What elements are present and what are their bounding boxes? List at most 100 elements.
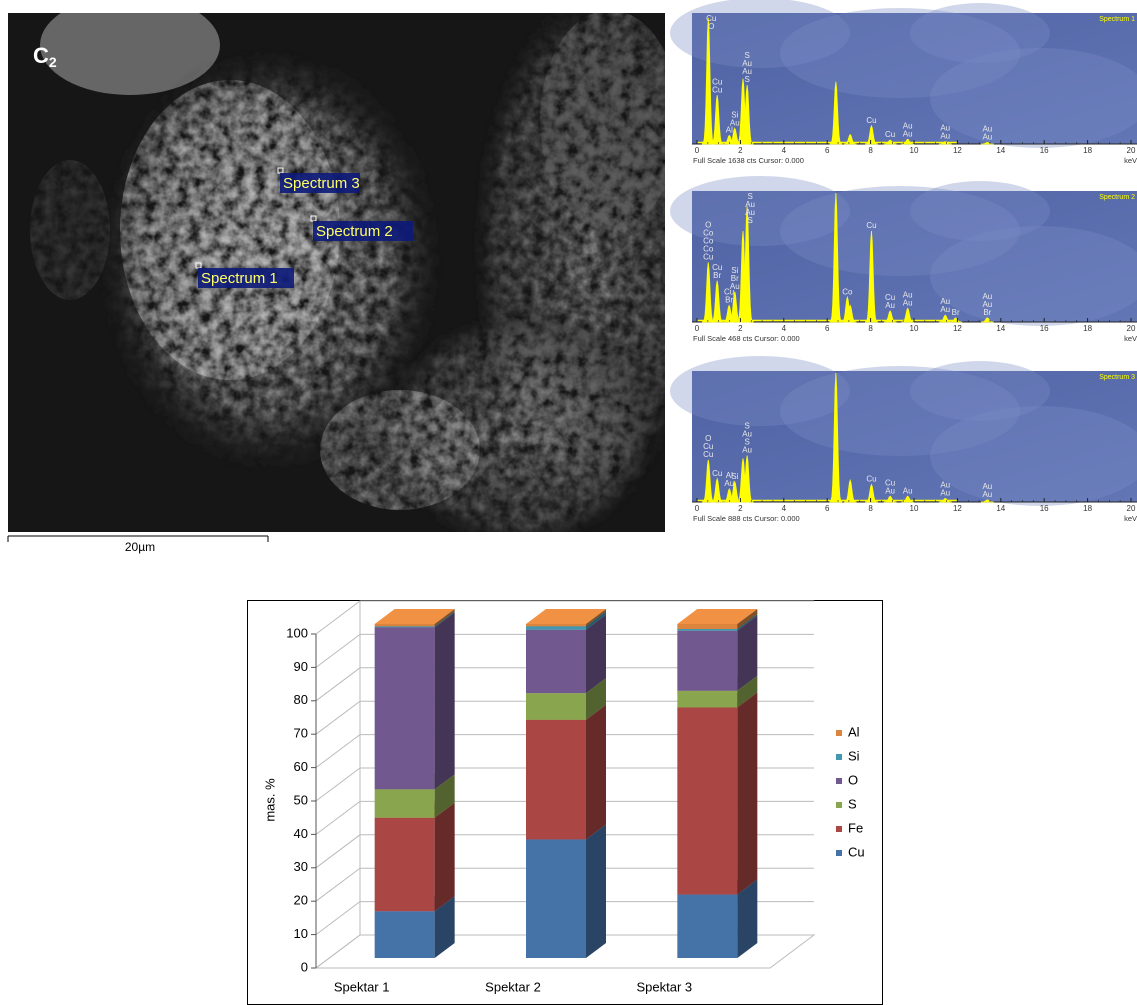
spectrum-peak xyxy=(829,192,843,323)
spectrum-peak xyxy=(829,372,843,503)
peak-label: Cu xyxy=(866,116,876,125)
peak-label: Br xyxy=(983,308,991,317)
peak-label: Au xyxy=(982,482,992,491)
peak-label: Cu xyxy=(712,263,722,272)
legend-swatch xyxy=(836,730,842,736)
bar-side xyxy=(737,675,758,708)
spectrum-tick-label: 20 xyxy=(1127,324,1136,333)
peak-label: Au xyxy=(730,118,740,127)
bar-front xyxy=(374,624,435,627)
spectrum-tick-label: 18 xyxy=(1083,146,1092,155)
legend-label: S xyxy=(848,796,857,811)
spectrum-tick-label: 14 xyxy=(996,146,1005,155)
peak-label: Cu xyxy=(885,293,895,302)
bar-side xyxy=(434,609,455,627)
spectrum-tick-label: 0 xyxy=(695,146,700,155)
bar-side xyxy=(737,614,758,631)
spectrum-tick-label: 6 xyxy=(825,146,830,155)
spectrum-tick-label: 10 xyxy=(910,146,919,155)
peak-label: Co xyxy=(842,287,853,296)
spectrum-peak xyxy=(740,455,754,503)
spectrum-texture xyxy=(780,8,1020,98)
bar-front xyxy=(374,789,435,818)
peak-label: Cu xyxy=(885,478,895,487)
spectrum-markers: Spectrum 3 Spectrum 2 Spectrum 1 xyxy=(195,167,413,288)
peak-label: Au xyxy=(940,132,950,141)
peak-label: Al xyxy=(726,471,733,480)
panel-label: C2 xyxy=(33,43,57,70)
spectrum-texture xyxy=(670,176,850,246)
grid-line xyxy=(315,600,814,635)
y-axis-label: mas. % xyxy=(262,778,277,822)
peak-label: S xyxy=(747,216,752,225)
peak-label: Au xyxy=(742,59,752,68)
spectrum-texture xyxy=(910,361,1050,421)
panel-label-sub: 2 xyxy=(49,54,57,70)
peak-label: Cu xyxy=(703,450,713,459)
bar-side xyxy=(434,611,455,628)
panel-label-main: C xyxy=(33,43,49,68)
spectrum-tick-label: 4 xyxy=(782,504,787,513)
spectrum-footer: Full Scale 468 cts Cursor: 0.000 xyxy=(693,334,800,343)
peak-label: Si xyxy=(731,110,738,119)
peak-label: Co xyxy=(703,237,714,246)
peak-label: Au xyxy=(742,67,752,76)
bar-side xyxy=(434,774,455,818)
grid-line xyxy=(315,834,814,869)
grid-line xyxy=(315,901,814,935)
spectrum-peak xyxy=(740,84,754,145)
peak-label: Cu xyxy=(703,442,713,451)
peak-label: Au xyxy=(903,486,913,495)
bar-front xyxy=(526,693,586,720)
spectrum-texture xyxy=(930,48,1137,148)
peak-label: Cu xyxy=(706,14,716,23)
peak-label: Cu xyxy=(885,130,895,139)
grid-line xyxy=(315,934,814,969)
marker-box xyxy=(198,268,294,288)
spectrum-peak xyxy=(883,139,897,145)
spectrum-tick-label: 4 xyxy=(782,324,787,333)
y-tick-label: 60 xyxy=(294,759,308,774)
spectrum-texture xyxy=(670,0,850,68)
spectrum-peak xyxy=(710,477,724,503)
spectrum-peak xyxy=(865,124,878,145)
legend-label: Cu xyxy=(848,844,865,859)
spectrum-peak xyxy=(901,307,915,323)
spectrum-tick-label: 8 xyxy=(868,324,873,333)
peak-label: S xyxy=(744,75,749,84)
y-tick-label: 30 xyxy=(294,859,308,874)
bar-side xyxy=(434,896,455,958)
peak-label: Au xyxy=(940,480,950,489)
spectrum-tick-label: 6 xyxy=(825,504,830,513)
spectrum-peak xyxy=(980,499,994,503)
spectrum-tick-label: 4 xyxy=(782,146,787,155)
bar-side xyxy=(586,609,606,627)
peak-label: Co xyxy=(703,245,714,254)
grid-line xyxy=(315,734,814,768)
spectrum-tick-label: 14 xyxy=(996,324,1005,333)
peak-label: Au xyxy=(885,301,895,310)
spectrum-peak xyxy=(883,310,897,323)
peak-label: S xyxy=(744,422,749,431)
legend-label: O xyxy=(848,772,858,787)
x-tick-label: Spektar 1 xyxy=(334,979,390,994)
grid-line xyxy=(315,767,814,802)
bar-front xyxy=(526,626,586,630)
peak-label: Au xyxy=(724,479,734,488)
peak-label: Au xyxy=(982,490,992,499)
spectrum-peak xyxy=(949,317,963,323)
spectrum-tick-label: 2 xyxy=(738,504,743,513)
grid-line xyxy=(315,633,814,668)
grid-line xyxy=(315,700,814,735)
spectrum-tick-label: 18 xyxy=(1083,324,1092,333)
legend-swatch xyxy=(836,778,842,784)
spectrum-tick-label: 16 xyxy=(1040,146,1049,155)
peak-label: S xyxy=(747,192,752,201)
peak-label: Au xyxy=(940,488,950,497)
bar-side xyxy=(586,611,606,630)
legend-swatch xyxy=(836,802,842,808)
peak-label: Au xyxy=(903,129,913,138)
spectrum-tick-label: 20 xyxy=(1127,146,1136,155)
spectrum-tick-label: 0 xyxy=(695,504,700,513)
spectrum-panel: CuCoCoCoOBrCuBrCuAuBrSiSAuAuSCoCuAuCuAuA… xyxy=(670,176,1137,343)
